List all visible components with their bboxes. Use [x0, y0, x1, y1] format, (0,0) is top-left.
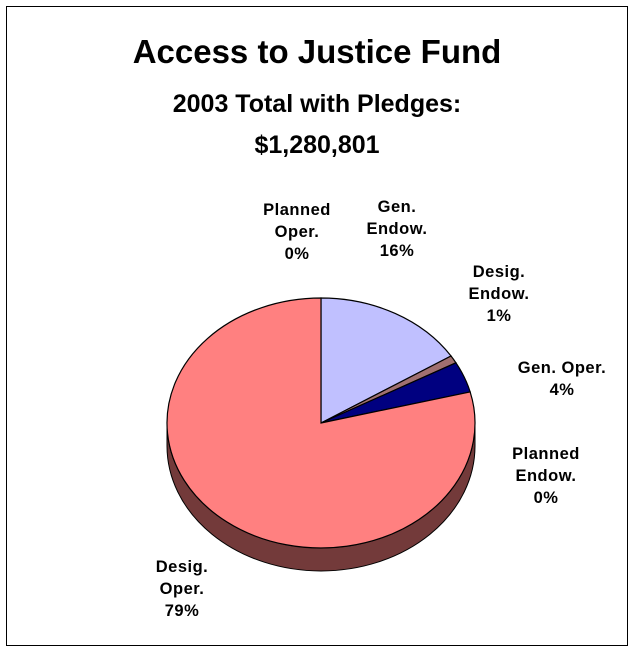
label-desig-oper: Desig. Oper. 79% [155, 558, 209, 620]
label-desig-endow: Desig. Endow. 1% [468, 263, 530, 325]
label-planned-oper: Planned Oper. 0% [263, 201, 331, 263]
chart-subtitle-line1: 2003 Total with Pledges: [172, 90, 462, 118]
chart-subtitle-line2: $1,280,801 [254, 131, 380, 159]
label-gen-endow: Gen. Endow. 16% [366, 198, 428, 260]
label-planned-endow: Planned Endow. 0% [512, 445, 580, 507]
pie-slice-0 [320, 297, 452, 424]
pie-chart [166, 297, 476, 572]
chart-frame: Access to Justice Fund 2003 Total with P… [6, 6, 628, 646]
label-gen-oper: Gen. Oper. 4% [517, 359, 607, 399]
chart-title: Access to Justice Fund [132, 33, 502, 70]
pie-slice-4 [166, 297, 476, 549]
